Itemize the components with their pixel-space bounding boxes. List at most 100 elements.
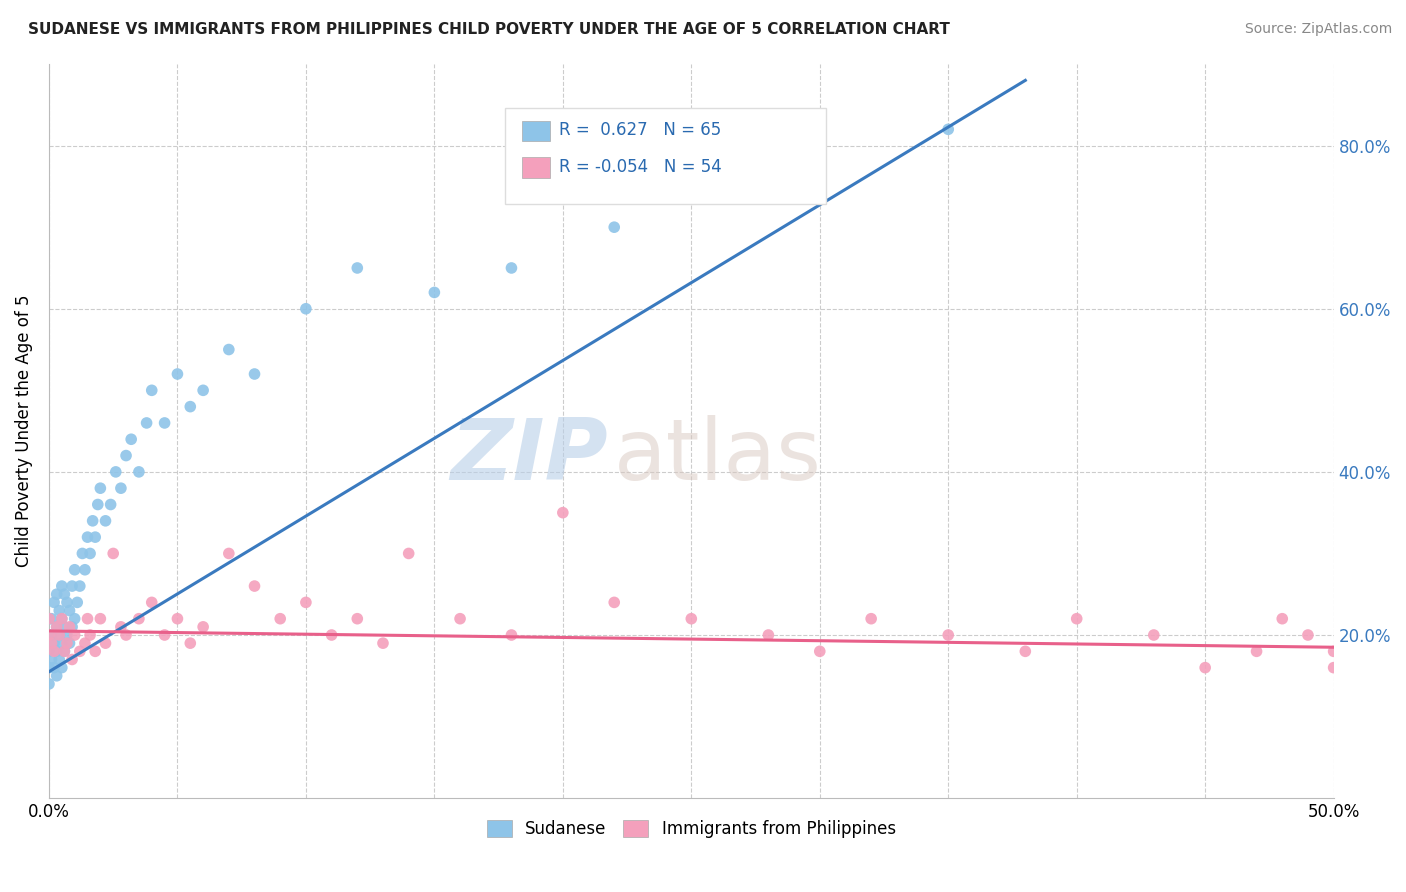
Point (42, 595, 65, 609)
Point (45, 620, 67, 634)
Point (38, 660, 60, 674)
Point (63, 563, 86, 577)
Point (141, 595, 163, 609)
Point (110, 481, 132, 495)
Point (56, 636, 79, 650)
Point (89, 481, 111, 495)
Point (104, 465, 127, 479)
Text: Source: ZipAtlas.com: Source: ZipAtlas.com (1244, 22, 1392, 37)
Point (501, 628, 523, 642)
Point (191, 620, 214, 634)
Point (346, 612, 368, 626)
Y-axis label: Child Poverty Under the Age of 5: Child Poverty Under the Age of 5 (15, 295, 32, 567)
Point (42, 644, 65, 658)
Point (60, 620, 83, 634)
Point (94, 636, 117, 650)
Point (218, 343, 240, 357)
Point (1246, 644, 1268, 658)
Point (860, 612, 883, 626)
Point (60, 579, 83, 593)
Point (48, 652, 70, 666)
Point (38, 628, 60, 642)
Legend: Sudanese, Immigrants from Philippines: Sudanese, Immigrants from Philippines (481, 814, 903, 845)
Point (87, 498, 110, 512)
FancyBboxPatch shape (522, 157, 550, 178)
Point (51, 612, 73, 626)
Point (51, 612, 73, 626)
Point (115, 449, 138, 463)
Point (60, 652, 83, 666)
Point (48, 603, 70, 617)
Point (423, 285, 446, 300)
Text: SUDANESE VS IMMIGRANTS FROM PHILIPPINES CHILD POVERTY UNDER THE AGE OF 5 CORRELA: SUDANESE VS IMMIGRANTS FROM PHILIPPINES … (28, 22, 950, 37)
Point (41, 636, 63, 650)
Point (1143, 628, 1166, 642)
Point (53, 644, 76, 658)
Point (94, 514, 117, 528)
Point (58, 603, 80, 617)
Point (38, 612, 60, 626)
Text: R =  0.627   N = 65: R = 0.627 N = 65 (560, 121, 721, 139)
Text: R = -0.054   N = 54: R = -0.054 N = 54 (560, 158, 721, 176)
Point (166, 612, 188, 626)
Point (153, 416, 176, 430)
Point (76, 612, 98, 626)
Point (41, 652, 63, 666)
Point (53, 644, 76, 658)
Point (48, 628, 70, 642)
Point (79, 628, 101, 642)
Point (603, 595, 626, 609)
Point (48, 628, 70, 642)
Point (82, 514, 104, 528)
Point (56, 595, 79, 609)
Point (89, 612, 111, 626)
Point (73, 563, 96, 577)
Point (45, 669, 67, 683)
Point (76, 530, 98, 544)
Point (41, 612, 63, 626)
Point (51, 660, 73, 674)
Point (53, 587, 76, 601)
Point (269, 612, 291, 626)
Point (69, 579, 91, 593)
Point (346, 260, 368, 275)
Point (371, 636, 394, 650)
Point (38, 677, 60, 691)
Point (42, 660, 65, 674)
Point (166, 367, 188, 381)
Point (1014, 644, 1036, 658)
Point (42, 636, 65, 650)
Point (53, 620, 76, 634)
Point (758, 179, 780, 194)
Point (936, 628, 959, 642)
Point (758, 628, 780, 642)
Point (73, 636, 96, 650)
Point (191, 384, 214, 398)
Point (100, 498, 122, 512)
Point (1323, 660, 1346, 674)
Point (141, 384, 163, 398)
Point (66, 595, 89, 609)
Point (120, 432, 142, 446)
Point (1066, 612, 1088, 626)
Point (243, 367, 266, 381)
Point (38, 628, 60, 642)
Point (603, 220, 626, 235)
Point (398, 546, 420, 560)
Text: ZIP: ZIP (450, 416, 607, 499)
Point (808, 644, 831, 658)
Point (449, 612, 471, 626)
Point (681, 612, 703, 626)
Point (243, 579, 266, 593)
Point (79, 546, 101, 560)
Point (63, 628, 86, 642)
Point (56, 628, 79, 642)
Point (1323, 644, 1346, 658)
Text: atlas: atlas (614, 416, 823, 499)
Point (115, 628, 138, 642)
Point (551, 506, 574, 520)
Point (936, 122, 959, 136)
Point (295, 595, 318, 609)
Point (45, 620, 67, 634)
Point (110, 620, 132, 634)
